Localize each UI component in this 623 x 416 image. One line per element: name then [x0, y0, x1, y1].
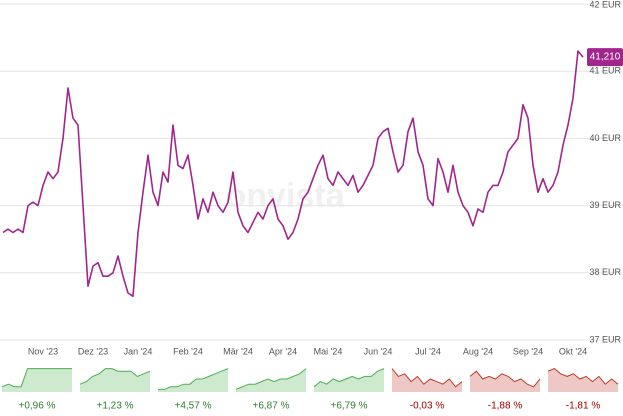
sparkline [235, 368, 307, 390]
sparkline-area [314, 368, 384, 392]
x-tick-label: Mai '24 [314, 346, 343, 356]
watermark: onvista [225, 177, 345, 215]
last-price-label: 41,210 [590, 52, 621, 63]
x-tick-label: Dez '23 [78, 346, 108, 356]
sparkline-area [2, 368, 72, 392]
sparkline-area [158, 368, 228, 392]
price-line [2, 50, 584, 298]
x-tick-label: Apr '24 [269, 346, 297, 356]
x-tick-label: Jul '24 [415, 346, 441, 356]
sparkline [79, 368, 151, 385]
x-tick-label: Jun '24 [364, 346, 393, 356]
y-tick-label: 38 EUR [589, 267, 621, 277]
change-label: +6,87 % [253, 401, 290, 412]
sparkline [313, 368, 385, 388]
x-tick-label: Aug '24 [463, 346, 493, 356]
sparkline-area [392, 368, 462, 392]
sparkline-area [236, 368, 306, 392]
y-tick-label: 42 EUR [589, 0, 621, 9]
change-label: -1,81 % [566, 401, 601, 412]
change-label: +6,79 % [331, 401, 368, 412]
x-tick-label: Okt '24 [559, 346, 587, 356]
sparkline [158, 368, 229, 390]
sparkline-area [470, 371, 540, 392]
sparkline-area [80, 368, 150, 392]
change-label: +1,23 % [97, 401, 134, 412]
x-tick-label: Sep '24 [513, 346, 543, 356]
last-price-badge [587, 48, 623, 67]
y-tick-label: 41 EUR [589, 66, 621, 76]
x-tick-label: Mär '24 [223, 346, 253, 356]
y-tick-label: 39 EUR [589, 200, 621, 210]
change-label: -1,88 % [488, 401, 523, 412]
sparkline [469, 370, 541, 388]
change-label: +0,96 % [19, 401, 56, 412]
x-tick-label: Jan '24 [124, 346, 153, 356]
y-tick-label: 37 EUR [589, 334, 621, 344]
change-label: -0,03 % [410, 401, 445, 412]
sparkline [391, 368, 463, 388]
y-tick-label: 40 EUR [589, 133, 621, 143]
sparkline-area [548, 368, 618, 392]
sparkline [547, 368, 619, 385]
x-tick-label: Nov '23 [28, 346, 58, 356]
sparkline [1, 368, 72, 388]
change-label: +4,57 % [175, 401, 212, 412]
x-tick-label: Feb '24 [173, 346, 203, 356]
